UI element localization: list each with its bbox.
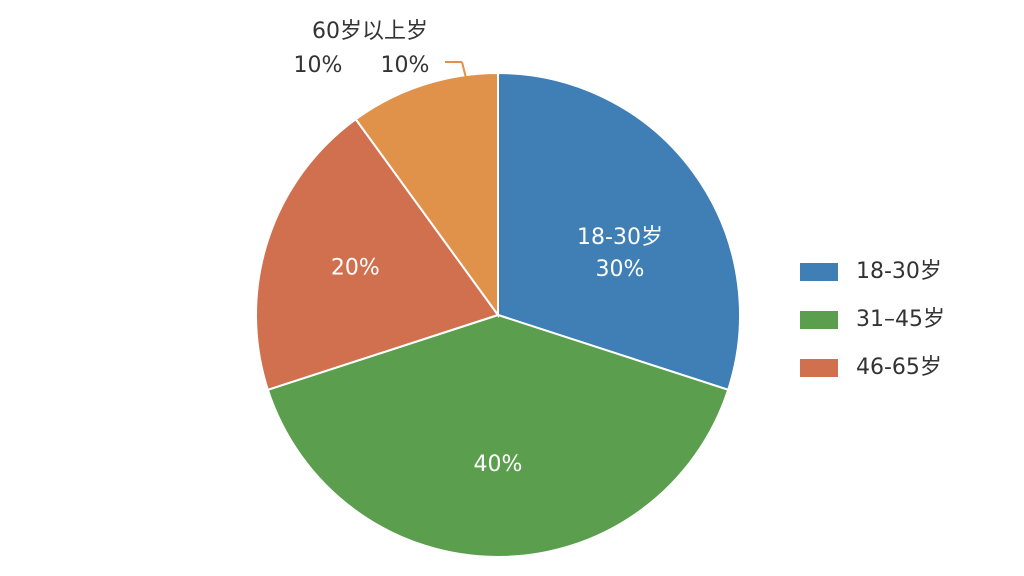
pie-slice xyxy=(255,117,500,392)
legend-label: 31–45岁 xyxy=(856,307,945,332)
slice-value-label: 20% xyxy=(331,256,380,281)
slice-value-label: 10% xyxy=(381,53,430,78)
legend-label: 18-30岁 xyxy=(856,259,942,284)
pie-slice xyxy=(354,71,499,319)
slice-value-label: 10% xyxy=(294,53,343,78)
legend-label: 46-65岁 xyxy=(856,355,942,380)
pie-slice xyxy=(266,313,730,558)
slice-category-label: 18-30岁 xyxy=(577,225,663,250)
slice-category-label: 60岁以上岁 xyxy=(312,19,428,44)
pie-slice xyxy=(497,71,741,392)
legend-swatch xyxy=(800,263,838,281)
legend-swatch xyxy=(800,311,838,329)
slice-value-label: 30% xyxy=(596,257,645,282)
slice-value-label: 40% xyxy=(474,452,523,477)
leader-line xyxy=(461,61,467,79)
legend-swatch xyxy=(800,359,838,377)
